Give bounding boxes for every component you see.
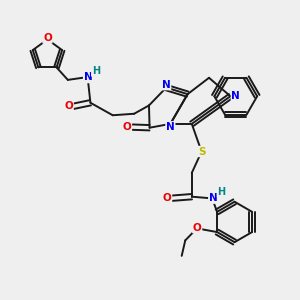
Text: O: O [43, 33, 52, 43]
Text: S: S [198, 146, 206, 157]
Text: N: N [231, 91, 240, 101]
Text: N: N [166, 122, 175, 132]
Text: N: N [209, 193, 218, 203]
Text: O: O [193, 223, 202, 232]
Text: O: O [123, 122, 131, 132]
Text: H: H [92, 66, 100, 76]
Text: N: N [84, 73, 92, 82]
Text: O: O [163, 193, 172, 203]
Text: H: H [218, 187, 226, 196]
Text: O: O [64, 101, 73, 111]
Text: N: N [162, 80, 171, 90]
